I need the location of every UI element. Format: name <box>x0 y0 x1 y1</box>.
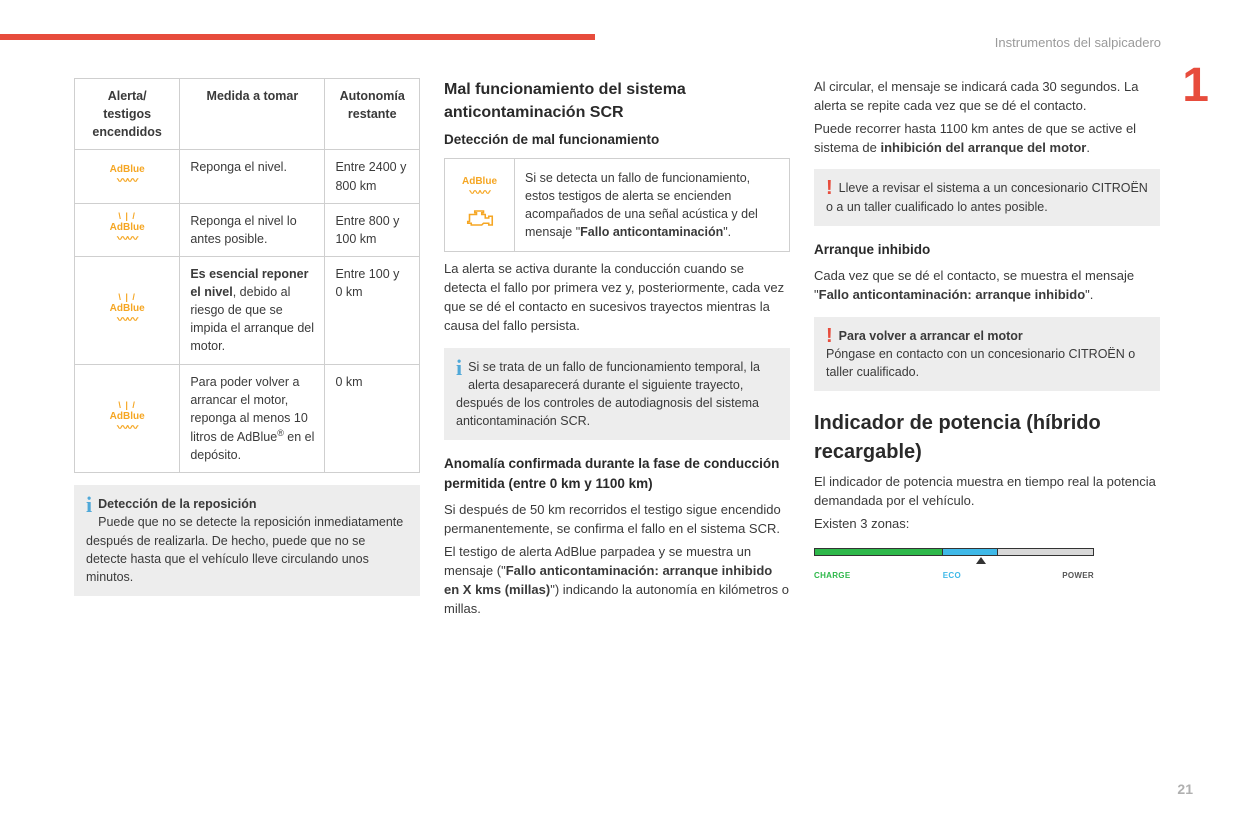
paragraph: Puede recorrer hasta 1100 km antes de qu… <box>814 120 1160 158</box>
section-header: Instrumentos del salpicadero <box>995 34 1161 53</box>
callout-text: Si se detecta un fallo de funcionamiento… <box>515 158 790 252</box>
label-power: POWER <box>999 570 1094 582</box>
callout-icons: AdBlue〰〰 <box>445 158 515 252</box>
power-bar <box>814 548 1094 556</box>
info-title: Detección de la reposición <box>98 497 256 511</box>
cell-measure: Para poder volver a arrancar el motor, r… <box>180 364 325 473</box>
cell-measure: Es esencial reponer el nivel, debido al … <box>180 256 325 364</box>
heading-malfunction: Mal funcionamiento del sistema anticonta… <box>444 78 790 124</box>
adblue-icon: AdBlue〰〰 <box>110 164 145 187</box>
subheading-inhibited: Arranque inhibido <box>814 240 1160 260</box>
top-accent-bar <box>0 34 595 40</box>
subheading-detection: Detección de mal funcionamiento <box>444 130 790 150</box>
heading-power-indicator: Indicador de potencia (híbrido recargabl… <box>814 409 1160 467</box>
adblue-icon: AdBlue〰〰 <box>462 176 497 199</box>
text: ". <box>723 225 731 239</box>
paragraph: Cada vez que se dé el contacto, se muest… <box>814 267 1160 305</box>
bold-text: Fallo anticontaminación <box>580 225 723 239</box>
warning-body: Póngase en contacto con un concesionario… <box>826 347 1135 379</box>
warning-icon: ! <box>826 327 833 345</box>
cell-range: Entre 2400 y 800 km <box>325 150 420 203</box>
paragraph: El indicador de potencia muestra en tiem… <box>814 473 1160 511</box>
paragraph: La alerta se activa durante la conducció… <box>444 260 790 335</box>
cell-range: 0 km <box>325 364 420 473</box>
adblue-table: Alerta/ testigos encendidos Medida a tom… <box>74 78 420 473</box>
info-box-temporal: i Si se trata de un fallo de funcionamie… <box>444 348 790 441</box>
bold-text: inhibición del arranque del motor <box>880 140 1086 155</box>
warning-title: Para volver a arrancar el motor <box>839 329 1023 343</box>
engine-icon <box>466 207 494 229</box>
warning-box-restart: ! Para volver a arrancar el motor Póngas… <box>814 317 1160 391</box>
th-range: Autonomía restante <box>325 79 420 150</box>
th-alert: Alerta/ testigos encendidos <box>75 79 180 150</box>
info-body: Si se trata de un fallo de funcionamient… <box>456 360 760 428</box>
adblue-flash-icon: \ | /AdBlue〰〰 <box>110 401 145 434</box>
paragraph: Existen 3 zonas: <box>814 515 1160 534</box>
th-measure: Medida a tomar <box>180 79 325 150</box>
adblue-flash-icon: \ | /AdBlue〰〰 <box>110 212 145 245</box>
paragraph: El testigo de alerta AdBlue parpadea y s… <box>444 543 790 618</box>
column-2: Mal funcionamiento del sistema anticonta… <box>444 78 790 623</box>
callout-box: AdBlue〰〰 Si se detecta un fallo de funci… <box>444 158 790 253</box>
power-indicator-graphic: CHARGE ECO POWER <box>814 548 1094 582</box>
info-body: Puede que no se detecte la reposición in… <box>86 515 403 583</box>
segment-eco <box>943 549 999 555</box>
info-icon: i <box>456 358 462 378</box>
table-row: \ | /AdBlue〰〰 Es esencial reponer el niv… <box>75 256 420 364</box>
chapter-number: 1 <box>1182 62 1209 110</box>
paragraph: Al circular, el mensaje se indicará cada… <box>814 78 1160 116</box>
label-charge: CHARGE <box>814 570 943 582</box>
sup: ® <box>277 428 284 438</box>
warning-icon: ! <box>826 179 833 197</box>
table-row: \ | /AdBlue〰〰 Reponga el nivel lo antes … <box>75 203 420 256</box>
text: . <box>1086 140 1090 155</box>
text: ". <box>1085 287 1093 302</box>
pointer-icon <box>976 557 986 564</box>
subheading-anomaly: Anomalía confirmada durante la fase de c… <box>444 454 790 493</box>
warning-box-service: ! Lleve a revisar el sistema a un conces… <box>814 169 1160 225</box>
segment-power <box>998 549 1093 555</box>
column-3: Al circular, el mensaje se indicará cada… <box>814 78 1160 623</box>
cell-range: Entre 100 y 0 km <box>325 256 420 364</box>
cell-range: Entre 800 y 100 km <box>325 203 420 256</box>
cell-measure: Reponga el nivel. <box>180 150 325 203</box>
bold-text: Fallo anticontaminación: arranque inhibi… <box>819 287 1086 302</box>
column-1: Alerta/ testigos encendidos Medida a tom… <box>74 78 420 623</box>
table-row: \ | /AdBlue〰〰 Para poder volver a arranc… <box>75 364 420 473</box>
power-labels: CHARGE ECO POWER <box>814 570 1094 582</box>
warning-body: Lleve a revisar el sistema a un concesio… <box>826 181 1148 213</box>
info-icon: i <box>86 495 92 515</box>
adblue-flash-icon: \ | /AdBlue〰〰 <box>110 293 145 326</box>
page-number: 21 <box>1177 779 1193 799</box>
cell-measure: Reponga el nivel lo antes posible. <box>180 203 325 256</box>
content-columns: Alerta/ testigos encendidos Medida a tom… <box>74 78 1164 623</box>
label-eco: ECO <box>943 570 999 582</box>
segment-charge <box>815 549 943 555</box>
paragraph: Si después de 50 km recorridos el testig… <box>444 501 790 539</box>
table-row: AdBlue〰〰 Reponga el nivel. Entre 2400 y … <box>75 150 420 203</box>
info-box-detection: i Detección de la reposición Puede que n… <box>74 485 420 596</box>
